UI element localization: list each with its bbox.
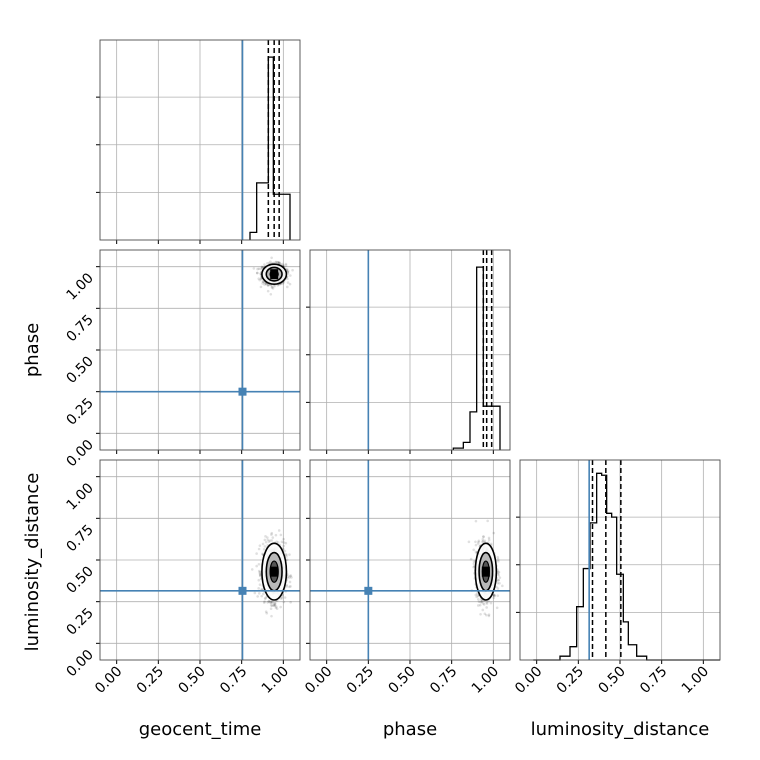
truth-marker [364,586,373,595]
hist-geocent-time [96,39,301,244]
xlabel-luminosity-distance: luminosity_distance [531,719,710,740]
xtick-label-luminosity_distance-1: 0.25 [554,664,587,697]
ytick-label-phase-2: 0.50 [63,354,96,387]
ytick-label-luminosity_distance-1: 0.25 [63,605,96,638]
truth-marker [238,586,247,595]
xtick-label-geocent_time-3: 0.75 [217,664,250,697]
xlabel-geocent-time: geocent_time [139,719,262,740]
ytick-label-phase-1: 0.25 [63,395,96,428]
sample-points [467,519,504,618]
xtick-label-luminosity_distance-4: 1.00 [679,664,712,697]
density-peak [270,566,279,577]
scatter-geocent-time-vs-phase: 0.00 0.25 0.50 0.75 1.00 [63,249,301,470]
scatter-geocent-time-vs-luminosity-distance: 0.00 0.25 0.50 0.75 1.000.000.250.500.751.00 [63,459,301,697]
density-peak [270,269,279,280]
ytick-label-luminosity_distance-3: 0.75 [63,522,96,555]
xtick-label-luminosity_distance-0: 0.00 [512,664,545,697]
ylabel-luminosity-distance: luminosity_distance [22,473,43,652]
scatter-geocent-time-vs-phase-frame [99,249,301,451]
ytick-label-luminosity_distance-0: 0.00 [63,647,96,680]
histogram-step [249,56,291,240]
scatter-geocent-time-vs-luminosity-distance-frame [99,459,301,661]
xtick-label-phase-3: 0.75 [427,664,460,697]
ytick-label-luminosity_distance-2: 0.50 [63,564,96,597]
density-peak [481,566,490,577]
scatter-phase-vs-luminosity-distance-frame [309,459,511,661]
sample-points [250,529,293,618]
xtick-label-luminosity_distance-3: 0.75 [637,664,670,697]
xtick-label-phase-2: 0.50 [385,664,418,697]
hist-phase [306,249,511,454]
hist-phase-frame [309,249,511,451]
sample-points [252,256,294,296]
hist-luminosity-distance-frame [519,459,721,661]
ytick-label-luminosity_distance-4: 1.00 [63,480,96,513]
histogram-step [533,472,720,661]
xtick-label-geocent_time-2: 0.50 [175,664,208,697]
hist-luminosity-distance: 0.00 0.25 0.50 0.75 1.00 [512,459,721,697]
xtick-label-geocent_time-1: 0.25 [134,664,167,697]
xlabel-phase: phase [383,719,437,740]
xtick-label-phase-1: 0.25 [344,664,377,697]
xtick-label-phase-0: 0.00 [302,664,335,697]
hist-geocent-time-frame [99,39,301,241]
ytick-label-phase-4: 1.00 [63,270,96,303]
xtick-label-phase-4: 1.00 [469,664,502,697]
truth-marker [238,387,247,396]
xtick-label-geocent_time-4: 1.00 [259,664,292,697]
ytick-label-phase-0: 0.00 [63,437,96,470]
ylabel-phase: phase [22,323,43,377]
xtick-label-geocent_time-0: 0.00 [92,664,125,697]
ytick-label-phase-3: 0.75 [63,312,96,345]
scatter-phase-vs-luminosity-distance: 0.00 0.25 0.50 0.75 1.00 [302,459,511,697]
xtick-label-luminosity_distance-2: 0.50 [595,664,628,697]
panels: 0.00 0.25 0.50 0.75 1.000.000.250.500.751.00… [63,39,721,697]
